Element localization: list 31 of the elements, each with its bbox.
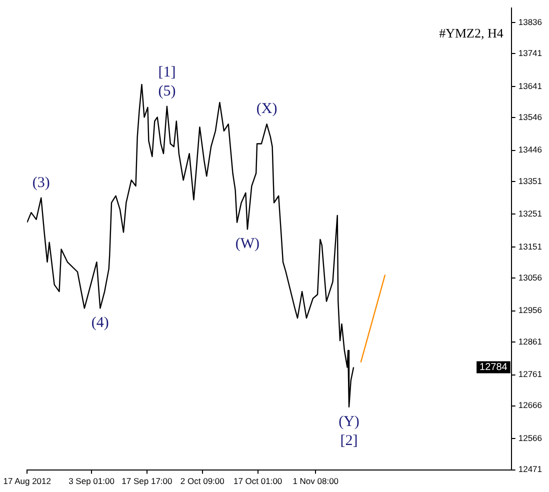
annotation: (5) [158,83,176,100]
annotation: (Y) [338,414,360,430]
y-tick-label: 13741 [518,48,542,58]
y-tick-label: 13641 [518,80,542,91]
x-tick-label: 2 Oct 09:00 [180,476,225,486]
y-tick-label: 13151 [518,241,542,252]
y-tick-label: 12666 [518,400,542,410]
annotation: (X) [256,101,278,118]
text: #YMZ2, H4 [439,26,504,41]
annotation: (W) [235,236,260,252]
y-tick-label: 12566 [518,433,542,444]
annotation: [1] [158,64,176,80]
annotation: (3) [32,174,50,191]
annotation: (4) [91,315,109,332]
annotation: 12784 [480,362,508,373]
y-tick-label: 13056 [518,272,542,282]
x-tick-label: 17 Oct 01:00 [233,476,282,486]
x-tick-label: 17 Sep 17:00 [122,476,173,486]
x-tick-label: 1 Nov 08:00 [292,476,339,486]
x-tick-label: 3 Sep 01:00 [68,476,115,486]
annotation: [2] [340,432,358,449]
y-tick-label: 13546 [518,112,542,122]
y-tick-label: 13251 [518,208,542,219]
y-tick-label: 13446 [518,144,542,155]
x-tick-label: 17 Aug 2012 [3,476,52,486]
y-tick-label: 12471 [518,464,542,474]
y-tick-label: 13836 [518,16,542,27]
y-tick-label: 13351 [518,176,542,186]
y-tick-label: 12861 [518,336,542,346]
y-tick-label: 12956 [518,305,542,316]
y-tick-label: 12761 [518,369,542,380]
